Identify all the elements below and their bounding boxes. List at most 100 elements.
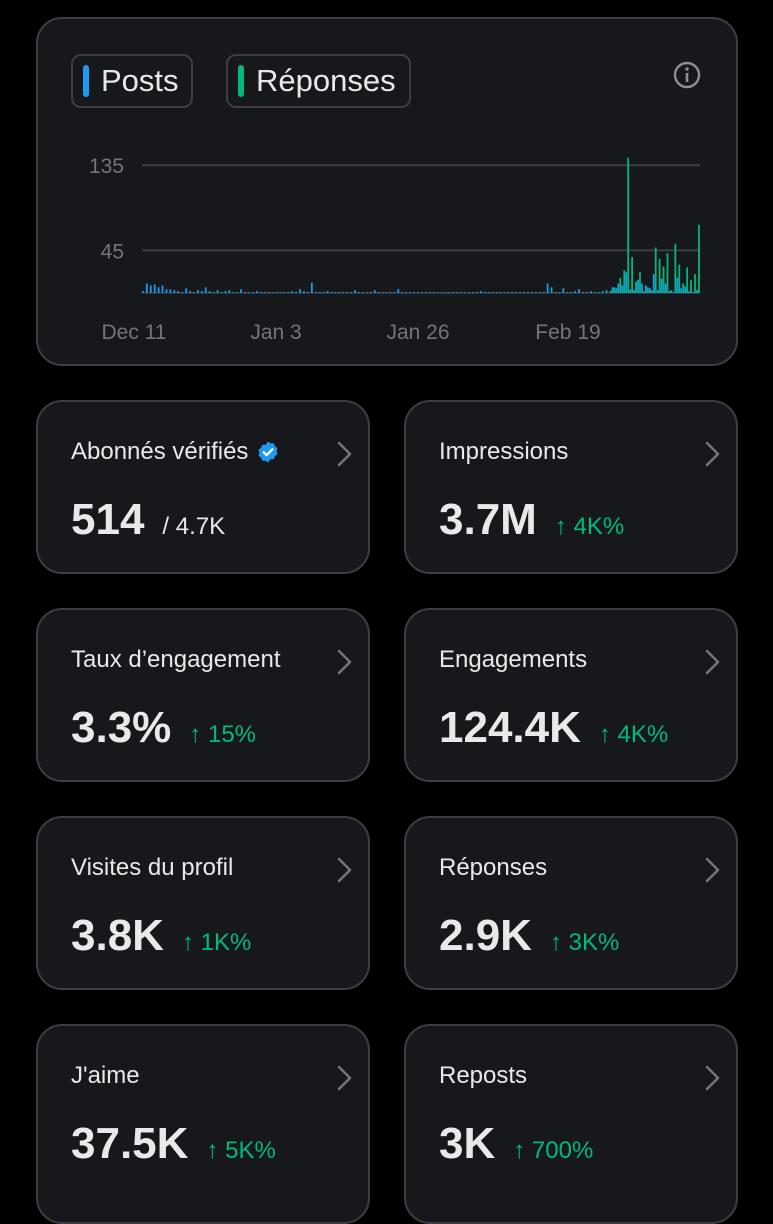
post-bar xyxy=(515,292,518,293)
chevron-right-icon xyxy=(705,1065,720,1091)
stat-label: Réponses xyxy=(439,854,548,881)
post-bar xyxy=(157,287,160,293)
chevron-right-icon xyxy=(705,857,720,883)
post-bar xyxy=(334,292,337,293)
reply-bar xyxy=(698,224,700,293)
info-icon[interactable] xyxy=(671,59,703,91)
post-bar xyxy=(149,285,152,293)
reply-bar xyxy=(682,283,685,293)
stat-card-engagements[interactable]: Engagements 124.4K ↑ 4K% xyxy=(404,608,738,782)
stat-card-impressions[interactable]: Impressions 3.7M ↑ 4K% xyxy=(404,400,738,574)
stat-card-reposts[interactable]: Reposts 3K ↑ 700% xyxy=(404,1024,738,1224)
stat-card-engagement-rate[interactable]: Taux d’engagement 3.3% ↑ 15% xyxy=(36,608,370,782)
post-bar xyxy=(389,292,392,293)
reply-bar xyxy=(611,287,614,293)
replies-color-swatch xyxy=(238,65,244,97)
post-bar xyxy=(558,292,561,293)
post-bar xyxy=(436,292,439,293)
stat-delta: ↑ 3K% xyxy=(549,929,620,956)
post-bar xyxy=(696,290,698,293)
post-bar xyxy=(244,292,246,293)
post-bar xyxy=(299,289,301,293)
post-bar xyxy=(479,291,482,293)
post-bar xyxy=(660,278,663,293)
post-bar xyxy=(413,292,415,293)
stat-card-replies[interactable]: Réponses 2.9K ↑ 3K% xyxy=(404,816,738,990)
post-bar xyxy=(546,283,549,293)
reply-bar xyxy=(639,272,641,293)
post-bar xyxy=(692,292,694,293)
stat-value: 3.3% xyxy=(71,703,172,752)
post-bar xyxy=(641,283,643,293)
post-bar xyxy=(365,292,368,293)
reply-bar xyxy=(678,264,681,293)
post-bar xyxy=(417,292,419,293)
post-bar xyxy=(295,292,298,293)
post-bar xyxy=(350,292,353,293)
stat-label: Reposts xyxy=(439,1062,528,1089)
reply-bar xyxy=(627,157,630,293)
post-bar xyxy=(397,289,400,293)
post-bar xyxy=(165,289,168,293)
post-bar xyxy=(633,290,635,293)
post-bar xyxy=(625,272,628,293)
post-bar xyxy=(456,292,459,293)
stat-label: J'aime xyxy=(71,1062,140,1089)
post-bar xyxy=(193,292,195,293)
post-bar xyxy=(499,292,502,293)
legend-replies-toggle[interactable]: Réponses xyxy=(226,54,411,108)
post-bar xyxy=(664,283,667,293)
post-bar xyxy=(593,292,596,293)
post-bar xyxy=(200,291,203,293)
post-bar xyxy=(318,292,321,293)
chevron-right-icon xyxy=(337,1065,352,1091)
stat-value: 3K xyxy=(439,1119,496,1168)
post-bar xyxy=(421,292,423,293)
post-bar xyxy=(476,292,478,293)
post-bar xyxy=(676,277,679,293)
stat-value: 37.5K xyxy=(71,1119,189,1168)
post-bar xyxy=(405,292,408,293)
x-tick-label: Dec 11 xyxy=(102,321,167,344)
post-bar xyxy=(483,292,486,293)
post-bar xyxy=(354,290,356,293)
legend-posts-toggle[interactable]: Posts xyxy=(71,54,193,108)
post-bar xyxy=(248,292,250,293)
post-bar xyxy=(346,292,349,293)
stat-value: 514 xyxy=(71,495,145,544)
post-bar xyxy=(204,287,207,293)
reply-bar xyxy=(670,290,673,293)
verified-badge-icon xyxy=(258,441,278,463)
post-bar xyxy=(358,292,360,293)
reply-bar xyxy=(615,288,618,293)
post-bar xyxy=(464,292,466,293)
posts-color-swatch xyxy=(83,65,89,97)
post-bar xyxy=(310,282,313,293)
post-bar xyxy=(381,292,384,293)
post-bar xyxy=(307,292,309,293)
post-bar xyxy=(644,285,647,293)
stat-card-profile-visits[interactable]: Visites du profil 3.8K ↑ 1K% xyxy=(36,816,370,990)
post-bar xyxy=(393,292,396,293)
post-bar xyxy=(181,292,184,293)
post-bar xyxy=(255,291,258,293)
post-bar xyxy=(267,292,270,293)
post-bar xyxy=(609,291,612,293)
post-bar xyxy=(440,292,443,293)
reply-bar xyxy=(690,279,692,293)
reply-bar xyxy=(631,257,634,293)
post-bar xyxy=(263,292,266,293)
post-bar xyxy=(228,290,231,293)
post-bar xyxy=(287,292,290,293)
post-bar xyxy=(314,292,317,293)
post-bar xyxy=(208,291,211,293)
post-bar xyxy=(275,292,278,293)
post-bar xyxy=(617,283,620,293)
post-bar xyxy=(291,291,294,293)
post-bar xyxy=(574,291,577,293)
post-bar xyxy=(589,291,592,293)
post-bar xyxy=(688,291,690,293)
stat-card-verified-followers[interactable]: Abonnés vérifiés 514 / 4.7K xyxy=(36,400,370,574)
reply-bar xyxy=(619,277,622,293)
stat-card-likes[interactable]: J'aime 37.5K ↑ 5K% xyxy=(36,1024,370,1224)
